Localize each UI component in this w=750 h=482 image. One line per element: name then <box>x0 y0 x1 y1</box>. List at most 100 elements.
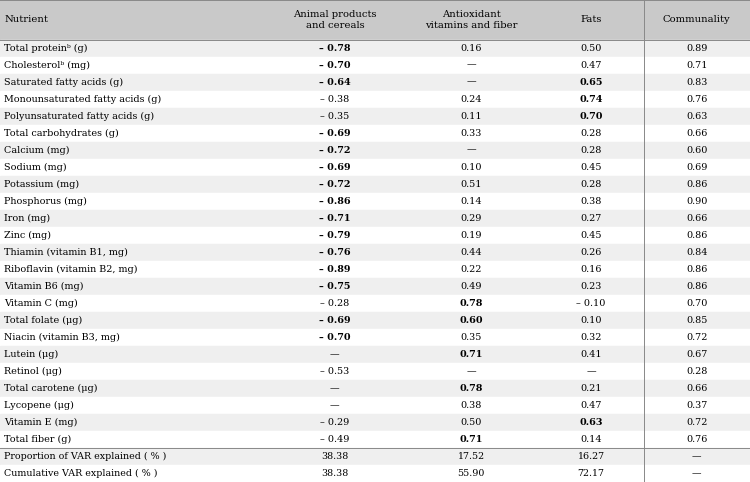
Text: 0.67: 0.67 <box>686 350 707 359</box>
Text: Retinol (μg): Retinol (μg) <box>4 367 62 376</box>
Text: – 0.79: – 0.79 <box>320 231 350 240</box>
Text: —: — <box>466 146 476 155</box>
Bar <box>0 431 750 448</box>
Bar <box>0 380 750 397</box>
Text: Communality: Communality <box>663 15 730 24</box>
Text: 0.45: 0.45 <box>580 162 602 172</box>
Text: – 0.38: – 0.38 <box>320 94 350 104</box>
Text: 0.72: 0.72 <box>686 333 707 342</box>
Text: Sodium (mg): Sodium (mg) <box>4 162 68 172</box>
Text: 0.27: 0.27 <box>580 214 602 223</box>
Text: 0.63: 0.63 <box>579 418 603 427</box>
Text: 0.66: 0.66 <box>686 384 707 393</box>
Text: —: — <box>586 367 596 376</box>
Text: 0.28: 0.28 <box>580 180 602 188</box>
Text: 0.85: 0.85 <box>686 316 707 325</box>
Text: 0.60: 0.60 <box>459 316 483 325</box>
Text: 0.76: 0.76 <box>686 435 707 444</box>
Text: 0.16: 0.16 <box>580 265 602 274</box>
Text: Polyunsaturated fatty acids (g): Polyunsaturated fatty acids (g) <box>4 111 154 120</box>
Text: 17.52: 17.52 <box>458 452 484 461</box>
Text: – 0.53: – 0.53 <box>320 367 350 376</box>
Text: 0.86: 0.86 <box>686 180 707 188</box>
Bar <box>0 295 750 312</box>
Text: 0.90: 0.90 <box>686 197 707 206</box>
Text: —: — <box>692 469 701 478</box>
Text: 0.22: 0.22 <box>460 265 482 274</box>
Text: 0.14: 0.14 <box>460 197 482 206</box>
Text: 55.90: 55.90 <box>458 469 484 478</box>
Text: 0.11: 0.11 <box>460 112 482 120</box>
Text: Niacin (vitamin B3, mg): Niacin (vitamin B3, mg) <box>4 333 120 342</box>
Text: 0.32: 0.32 <box>580 333 602 342</box>
Text: 0.23: 0.23 <box>580 282 602 291</box>
Text: – 0.69: – 0.69 <box>319 129 351 138</box>
Text: – 0.28: – 0.28 <box>320 299 350 308</box>
Bar <box>0 107 750 125</box>
Bar <box>0 329 750 346</box>
Text: 0.28: 0.28 <box>580 146 602 155</box>
Text: 0.37: 0.37 <box>686 401 707 410</box>
Text: Vitamin C (mg): Vitamin C (mg) <box>4 299 78 308</box>
Text: 38.38: 38.38 <box>321 452 349 461</box>
Text: 0.71: 0.71 <box>459 435 483 444</box>
Text: Riboflavin (vitamin B2, mg): Riboflavin (vitamin B2, mg) <box>4 265 138 274</box>
Text: 0.86: 0.86 <box>686 265 707 274</box>
Text: – 0.10: – 0.10 <box>576 299 606 308</box>
Text: 0.49: 0.49 <box>460 282 482 291</box>
Text: —: — <box>466 78 476 87</box>
Text: 0.47: 0.47 <box>580 401 602 410</box>
Text: Proportion of VAR explained ( % ): Proportion of VAR explained ( % ) <box>4 452 166 461</box>
Bar <box>0 465 750 482</box>
Text: Total folate (μg): Total folate (μg) <box>4 316 82 325</box>
Text: 0.19: 0.19 <box>460 231 482 240</box>
Text: 0.66: 0.66 <box>686 214 707 223</box>
Bar <box>0 159 750 175</box>
Text: Calcium (mg): Calcium (mg) <box>4 146 70 155</box>
Bar <box>0 40 750 56</box>
Text: 0.35: 0.35 <box>460 333 482 342</box>
Bar <box>0 227 750 244</box>
Text: Cumulative VAR explained ( % ): Cumulative VAR explained ( % ) <box>4 469 158 478</box>
Text: 0.16: 0.16 <box>460 43 482 53</box>
Text: Cholesterolᵇ (mg): Cholesterolᵇ (mg) <box>4 60 91 69</box>
Text: 0.69: 0.69 <box>686 162 707 172</box>
Text: Vitamin B6 (mg): Vitamin B6 (mg) <box>4 281 84 291</box>
Text: 0.70: 0.70 <box>579 112 603 120</box>
Text: 0.28: 0.28 <box>580 129 602 138</box>
Text: – 0.78: – 0.78 <box>320 43 350 53</box>
Text: —: — <box>330 401 340 410</box>
Text: 0.41: 0.41 <box>580 350 602 359</box>
Bar <box>0 125 750 142</box>
Bar <box>0 0 750 40</box>
Text: 0.78: 0.78 <box>459 384 483 393</box>
Bar <box>0 210 750 227</box>
Text: Total fiber (g): Total fiber (g) <box>4 435 72 444</box>
Bar <box>0 448 750 465</box>
Text: 0.38: 0.38 <box>580 197 602 206</box>
Text: 0.63: 0.63 <box>686 112 707 120</box>
Text: 0.45: 0.45 <box>580 231 602 240</box>
Text: Total carotene (μg): Total carotene (μg) <box>4 384 98 393</box>
Text: – 0.75: – 0.75 <box>320 282 350 291</box>
Text: 0.26: 0.26 <box>580 248 602 257</box>
Text: – 0.72: – 0.72 <box>320 180 350 188</box>
Text: 72.17: 72.17 <box>578 469 604 478</box>
Text: – 0.69: – 0.69 <box>319 162 351 172</box>
Bar <box>0 193 750 210</box>
Text: Monounsaturated fatty acids (g): Monounsaturated fatty acids (g) <box>4 94 162 104</box>
Text: – 0.29: – 0.29 <box>320 418 350 427</box>
Text: Phosphorus (mg): Phosphorus (mg) <box>4 197 87 206</box>
Text: 0.84: 0.84 <box>686 248 707 257</box>
Text: – 0.76: – 0.76 <box>319 248 351 257</box>
Text: Zinc (mg): Zinc (mg) <box>4 231 52 240</box>
Text: —: — <box>466 367 476 376</box>
Text: Vitamin E (mg): Vitamin E (mg) <box>4 418 78 427</box>
Text: Total proteinᵇ (g): Total proteinᵇ (g) <box>4 43 88 53</box>
Text: —: — <box>330 384 340 393</box>
Text: 0.78: 0.78 <box>459 299 483 308</box>
Bar <box>0 414 750 431</box>
Text: 0.74: 0.74 <box>579 94 603 104</box>
Text: Potassium (mg): Potassium (mg) <box>4 180 80 189</box>
Text: 0.24: 0.24 <box>460 94 482 104</box>
